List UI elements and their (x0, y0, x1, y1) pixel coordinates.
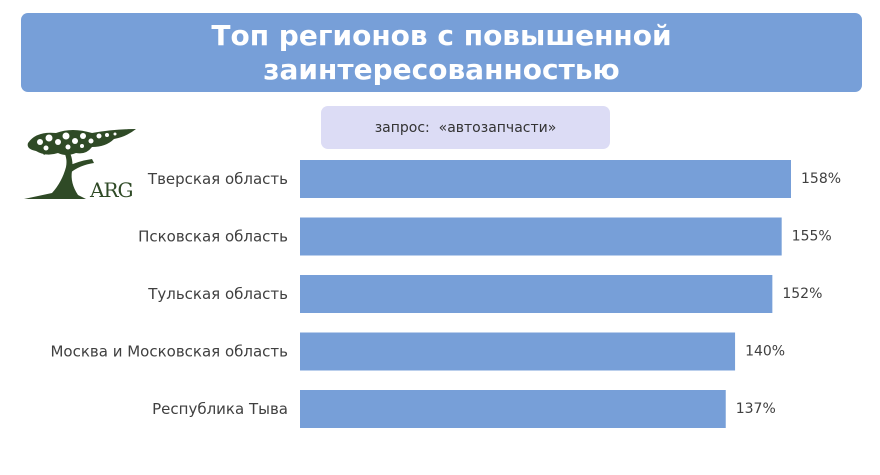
logo-text: ARG (90, 178, 133, 202)
value-label: 158% (801, 171, 841, 187)
title-banner: Топ регионов с повышенной заинтересованн… (21, 13, 862, 92)
category-label: Республика Тыва (152, 400, 288, 418)
bar (300, 390, 726, 428)
bar (300, 332, 736, 371)
bar (300, 275, 773, 313)
query-badge: запрос: «автозапчасти» (321, 106, 610, 149)
company-logo: ARG (22, 127, 138, 203)
value-label: 155% (792, 229, 832, 245)
value-label: 140% (745, 344, 785, 360)
bar (300, 217, 782, 256)
value-label: 137% (736, 401, 776, 417)
value-label: 152% (782, 286, 822, 302)
category-label: Тульская область (147, 285, 288, 303)
bar (300, 160, 791, 198)
tree-logo-icon (24, 129, 136, 199)
category-label: Тверская область (147, 170, 288, 188)
category-label: Москва и Московская область (50, 343, 288, 361)
page-title: Топ регионов с повышенной заинтересованн… (211, 19, 672, 86)
category-label: Псковская область (138, 228, 288, 246)
